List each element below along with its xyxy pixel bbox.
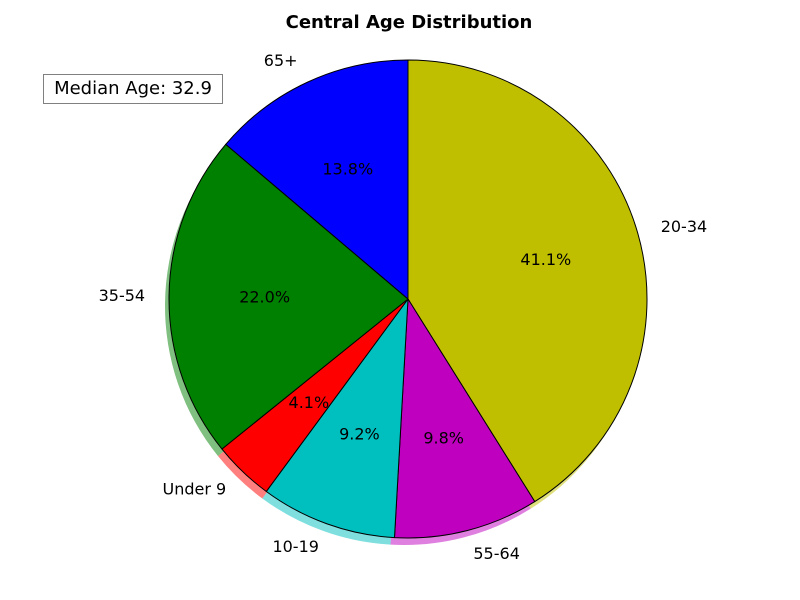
category-label-65: 65+ — [264, 51, 298, 70]
category-label-10-19: 10-19 — [272, 537, 319, 556]
category-labels: 20-34 55-64 10-19 Under 9 35-54 65+ — [99, 51, 708, 563]
percent-label-35-54: 22.0% — [239, 288, 290, 307]
slice-65 — [225, 59, 409, 300]
category-label-20-34: 20-34 — [661, 217, 708, 236]
percent-label-10-19: 9.2% — [339, 424, 380, 443]
chart-title: Central Age Distribution — [286, 12, 533, 33]
percent-label-under-9: 4.1% — [289, 393, 330, 412]
category-label-35-54: 35-54 — [99, 286, 146, 305]
category-label-under-9: Under 9 — [163, 479, 227, 498]
category-label-55-64: 55-64 — [473, 544, 520, 563]
percent-label-55-64: 9.8% — [423, 428, 464, 447]
slice-20-34 — [407, 59, 648, 503]
percent-label-20-34: 41.1% — [520, 250, 571, 269]
percent-labels: 41.1% 9.8% 9.2% 4.1% 22.0% 13.8% — [239, 159, 571, 447]
pie-slices — [168, 59, 648, 539]
slice-55-64 — [393, 298, 536, 539]
percent-label-65: 13.8% — [322, 159, 373, 178]
median-age-annotation: Median Age: 32.9 — [43, 74, 223, 104]
slice-35-54 — [168, 143, 409, 450]
slice-10-19 — [265, 298, 409, 539]
